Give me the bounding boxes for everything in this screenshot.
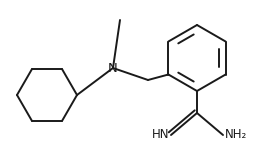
Text: N: N	[108, 61, 118, 75]
Text: HN: HN	[151, 128, 169, 142]
Text: NH₂: NH₂	[225, 128, 247, 142]
